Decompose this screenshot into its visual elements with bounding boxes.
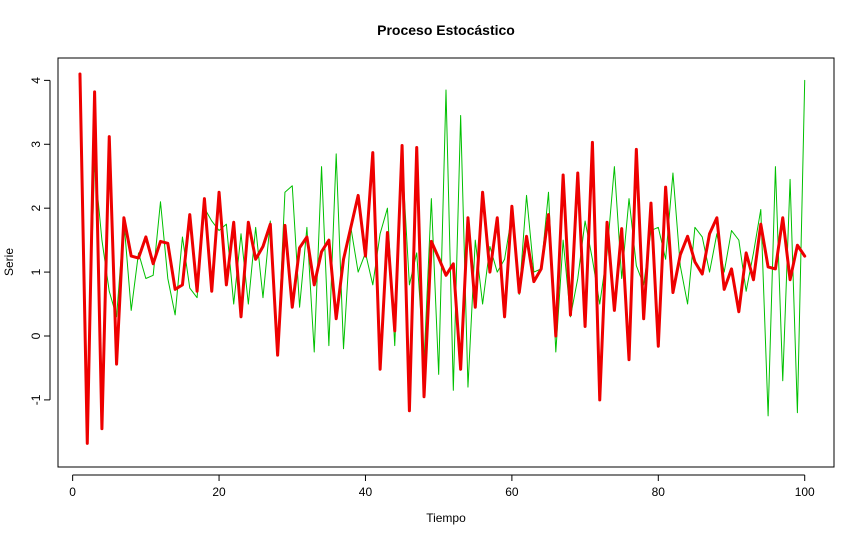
x-tick-label: 80 (652, 485, 666, 499)
x-axis-label: Tiempo (426, 511, 466, 525)
series-layer (78, 72, 807, 445)
x-axis: 0 20 40 60 80 100 (69, 474, 815, 499)
x-tick-label: 40 (359, 485, 373, 499)
y-tick-label: 0 (29, 332, 43, 339)
y-tick-label: 3 (29, 141, 43, 148)
x-tick-label: 20 (212, 485, 226, 499)
x-tick-label: 100 (795, 485, 815, 499)
series-line-2 (78, 72, 807, 445)
y-axis: -1 0 1 2 3 4 (29, 77, 51, 405)
plot-frame (57, 57, 835, 468)
series-line-1 (79, 73, 806, 417)
x-tick-label: 0 (69, 485, 76, 499)
y-tick-label: -1 (29, 394, 43, 405)
y-axis-label: Serie (2, 248, 16, 276)
y-tick-label: 4 (29, 77, 43, 84)
y-tick-label: 2 (29, 205, 43, 212)
x-tick-label: 60 (505, 485, 519, 499)
y-tick-label: 1 (29, 268, 43, 275)
chart-title: Proceso Estocástico (377, 22, 515, 38)
